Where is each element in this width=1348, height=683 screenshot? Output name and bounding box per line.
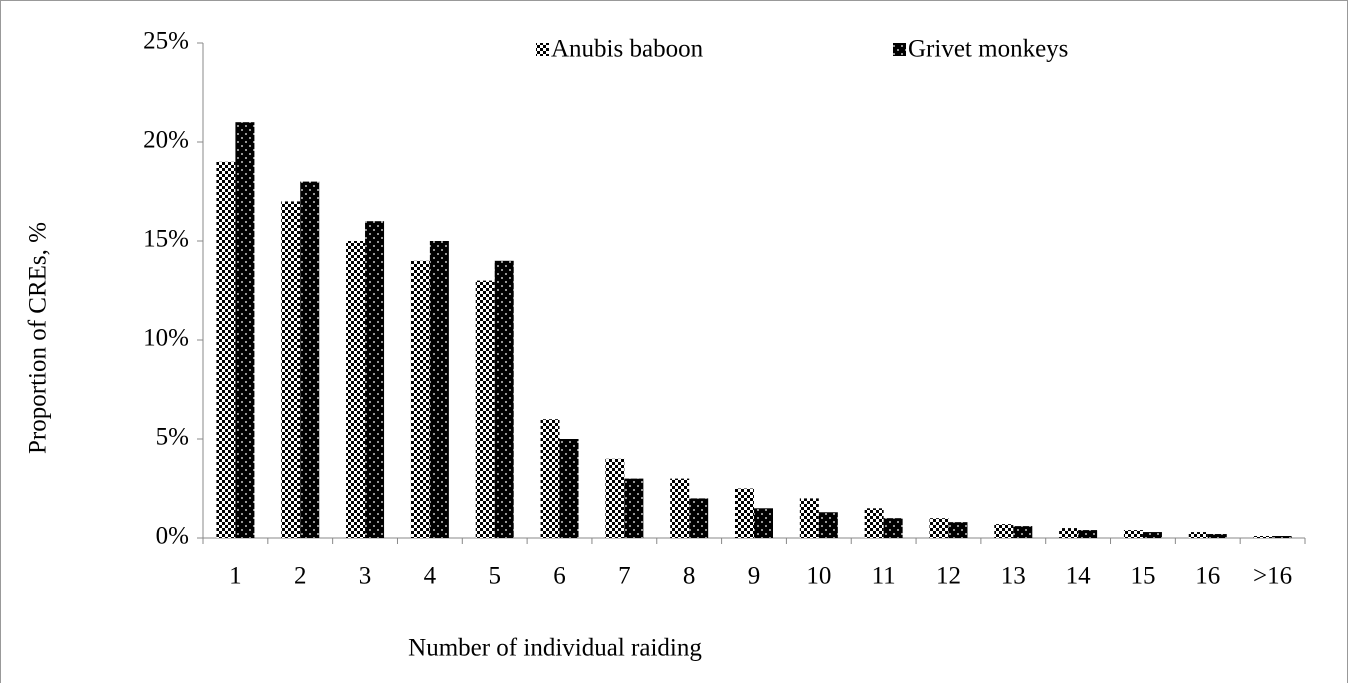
bar — [410, 260, 430, 538]
bar — [429, 241, 449, 538]
x-tick-label: 9 — [748, 563, 761, 590]
x-tick-label: 1 — [229, 563, 242, 590]
bar — [994, 524, 1014, 538]
bar — [948, 522, 968, 538]
y-tick-label: 10% — [143, 325, 189, 352]
x-axis-title: Number of individual raiding — [408, 635, 702, 662]
legend-swatch — [893, 43, 906, 56]
y-tick-label: 5% — [156, 424, 189, 451]
x-tick-label: 6 — [553, 563, 566, 590]
x-tick-label: 10 — [806, 563, 831, 590]
x-tick-label: 3 — [359, 563, 372, 590]
bar — [346, 241, 366, 538]
x-tick-label: 12 — [936, 563, 961, 590]
x-tick-label: 8 — [683, 563, 696, 590]
y-tick-label: 20% — [143, 127, 189, 154]
bar — [1207, 534, 1227, 538]
bar — [281, 201, 301, 538]
bar — [929, 518, 949, 538]
legend-label: Grivet monkeys — [908, 36, 1068, 63]
bar — [799, 498, 819, 538]
x-tick-label: >16 — [1253, 563, 1292, 590]
x-tick-label: 13 — [1001, 563, 1026, 590]
bar — [235, 122, 255, 538]
x-tick-label: 16 — [1195, 563, 1220, 590]
y-tick-label: 0% — [156, 523, 189, 550]
x-tick-label: 14 — [1066, 563, 1092, 590]
bar — [1142, 532, 1162, 538]
x-tick-label: 2 — [294, 563, 307, 590]
bar — [300, 181, 320, 538]
x-tick-label: 4 — [424, 563, 437, 590]
legend-label: Anubis baboon — [551, 36, 704, 63]
legend-swatch — [536, 43, 549, 56]
bar — [1059, 528, 1079, 538]
bar — [605, 458, 625, 538]
bar — [864, 508, 884, 538]
x-tick-label: 15 — [1130, 563, 1155, 590]
bar — [1013, 526, 1033, 538]
y-axis-title: Proportion of CREs, % — [25, 222, 52, 454]
bar — [624, 478, 644, 538]
x-tick-label: 5 — [488, 563, 501, 590]
bar — [1078, 530, 1098, 538]
bar — [1272, 536, 1292, 538]
bar — [754, 508, 773, 538]
bar — [883, 518, 903, 538]
bar — [689, 498, 709, 538]
x-tick-label: 11 — [872, 563, 896, 590]
x-tick-label: 7 — [618, 563, 631, 590]
bar — [735, 488, 754, 538]
bar — [494, 260, 514, 538]
bar — [475, 280, 495, 538]
bar — [559, 439, 579, 538]
bar — [365, 221, 385, 538]
bar — [216, 161, 236, 539]
y-tick-label: 15% — [143, 226, 189, 253]
bar — [670, 478, 690, 538]
y-tick-label: 25% — [143, 28, 189, 55]
bar — [540, 419, 560, 538]
bar — [1253, 536, 1273, 538]
bar — [1188, 532, 1208, 538]
bar — [818, 512, 838, 538]
bar — [1123, 530, 1143, 538]
